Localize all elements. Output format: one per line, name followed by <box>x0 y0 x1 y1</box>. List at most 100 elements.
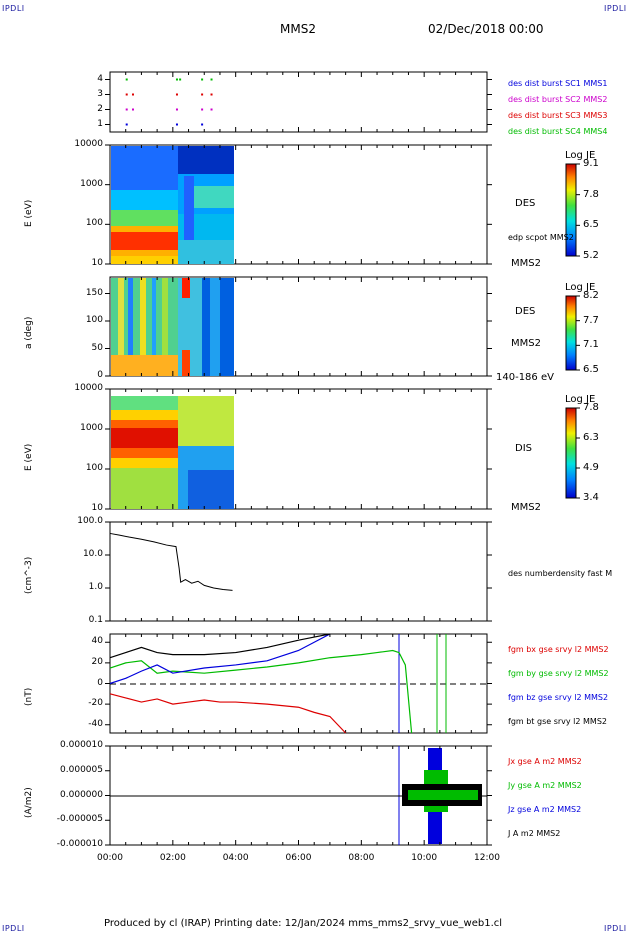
bottom-label: 140-186 eV <box>496 372 554 383</box>
legend-entry: des dist burst SC3 MMS3 <box>508 111 608 120</box>
burst-point <box>125 108 128 111</box>
des-energy-spectrogram <box>111 146 234 264</box>
legend-entry: fgm bt gse srvy l2 MMS2 <box>508 717 607 726</box>
y-tick-label: -20 <box>88 698 103 709</box>
colorbar-tick-label: 3.4 <box>583 492 599 503</box>
x-tick-label: 10:00 <box>411 853 438 863</box>
colorbar-tick-label: 5.2 <box>583 250 599 261</box>
y-tick-label: 100 <box>85 463 103 473</box>
burst-point <box>125 123 128 126</box>
dis-energy-spectrogram <box>111 396 234 509</box>
x-tick-label: 08:00 <box>348 853 375 863</box>
legend-entry: des dist burst SC4 MMS4 <box>508 127 608 136</box>
colorbar-tick-label: 7.8 <box>583 402 599 413</box>
instrument-label: DES <box>515 306 536 317</box>
y-tick-label: 2 <box>97 103 103 114</box>
y-axis-label: E (eV) <box>24 199 34 227</box>
date-title: 02/Dec/2018 00:00 <box>428 22 544 36</box>
x-tick-label: 02:00 <box>159 853 186 863</box>
y-tick-label: 0.000010 <box>60 740 103 750</box>
x-tick-label: 04:00 <box>222 853 249 863</box>
corner-logo-bottom-right: IPDLI <box>604 924 627 933</box>
y-tick-label: 100 <box>85 218 103 229</box>
fgm-line <box>109 633 331 659</box>
colorbar-title: Log JE <box>565 150 596 161</box>
legend-entry: Jy gse A m2 MMS2 <box>508 781 582 790</box>
burst-point <box>125 78 128 81</box>
y-tick-label: -0.000010 <box>56 839 103 849</box>
colorbar-tick-label: 8.2 <box>583 290 599 301</box>
y-axis-label: E (eV) <box>24 443 34 471</box>
burst-point <box>201 123 204 126</box>
colorbar-tick-label: 6.5 <box>583 364 599 375</box>
colorbar-tick-label: 7.1 <box>583 339 599 351</box>
corner-logo-bottom-left: IPDLI <box>2 924 25 933</box>
legend-entry: Jz gse A m2 MMS2 <box>508 805 582 814</box>
burst-point <box>175 108 178 111</box>
burst-point <box>175 123 178 126</box>
y-tick-label: 50 <box>91 342 103 353</box>
colorbar-des-energy <box>565 163 577 257</box>
burst-point <box>131 93 134 96</box>
y-tick-label: 10000 <box>74 139 103 149</box>
bottom-label: MMS2 <box>511 502 541 513</box>
y-tick-label: 3 <box>97 88 103 99</box>
legend-entry: des dist burst SC1 MMS1 <box>508 79 608 88</box>
des-pitch-angle-spectrogram <box>111 278 234 376</box>
bottom-label: MMS2 <box>511 258 541 269</box>
legend-entry: des numberdensity fast M <box>508 569 613 578</box>
y-tick-label: 1.0 <box>88 582 103 592</box>
y-axis-label: (cm^-3) <box>24 556 34 594</box>
colorbar-tick-label: 6.3 <box>583 432 599 443</box>
y-tick-label: 0 <box>97 677 103 688</box>
y-tick-label: -0.000005 <box>56 814 103 825</box>
burst-point <box>131 108 134 111</box>
burst-point <box>179 78 182 81</box>
fgm-line <box>109 693 347 734</box>
y-tick-label: 10 <box>91 503 103 513</box>
colorbar-tick-label: 6.5 <box>583 219 599 231</box>
density-line <box>109 532 233 591</box>
y-tick-label: 40 <box>91 636 103 647</box>
x-tick-label: 06:00 <box>285 853 312 863</box>
spacecraft-title: MMS2 <box>280 22 316 36</box>
current-burst <box>402 748 482 844</box>
footer-text: Produced by cl (IRAP) Printing date: 12/… <box>104 918 503 929</box>
y-tick-label: -40 <box>88 718 103 729</box>
y-tick-label: 10.0 <box>82 549 103 559</box>
y-tick-label: 0.000000 <box>60 789 103 800</box>
fgm-line <box>109 633 331 685</box>
corner-logo-top-right: IPDLI <box>604 4 627 13</box>
colorbar-title: Log JE <box>565 282 596 293</box>
burst-point <box>175 78 178 81</box>
burst-point <box>175 93 178 96</box>
fgm-line <box>109 649 413 734</box>
colorbar-tick-label: 4.9 <box>583 462 599 473</box>
burst-point <box>201 93 204 96</box>
colorbar-tick-label: 9.1 <box>583 158 599 169</box>
y-tick-label: 100 <box>85 315 103 325</box>
colorbar-dis-energy <box>565 407 577 499</box>
y-tick-label: 10000 <box>74 383 103 393</box>
y-tick-label: 20 <box>91 656 103 667</box>
y-tick-label: 1 <box>97 118 103 129</box>
instrument-label: DIS <box>515 443 532 454</box>
y-tick-label: 1000 <box>80 423 103 433</box>
y-tick-label: 4 <box>97 73 103 84</box>
x-tick-label: 00:00 <box>97 853 123 863</box>
y-tick-label: 150 <box>85 287 103 298</box>
legend-entry: fgm by gse srvy l2 MMS2 <box>508 669 609 678</box>
legend-entry: Jx gse A m2 MMS2 <box>508 757 582 766</box>
burst-point <box>125 93 128 96</box>
y-axis-label: (nT) <box>24 687 34 706</box>
burst-point <box>210 108 213 111</box>
burst-point <box>201 78 204 81</box>
legend-entry: fgm bx gse srvy l2 MMS2 <box>508 645 609 654</box>
sub-label: MMS2 <box>511 338 541 349</box>
colorbar-des-pitch <box>565 295 577 371</box>
y-axis-label: a (deg) <box>24 316 34 349</box>
burst-point <box>201 108 204 111</box>
colorbar-title: Log JE <box>565 394 596 405</box>
burst-point <box>210 78 213 81</box>
legend-entry: des dist burst SC2 MMS2 <box>508 95 608 104</box>
